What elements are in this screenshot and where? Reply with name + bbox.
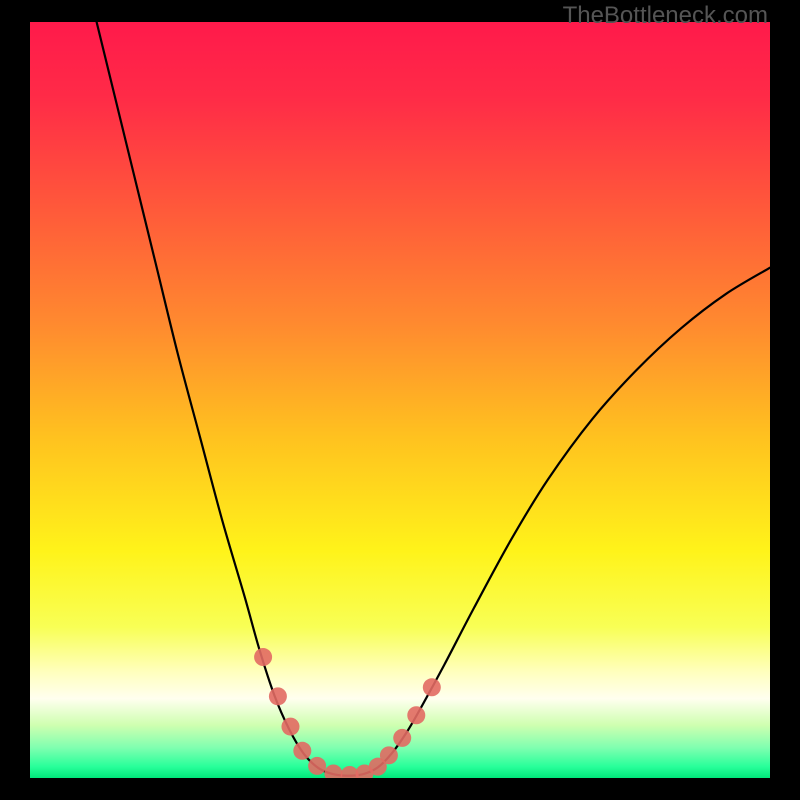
chart-svg [30, 22, 770, 778]
valley-marker-dot [254, 648, 272, 666]
gradient-background [30, 22, 770, 778]
valley-marker-dot [393, 729, 411, 747]
valley-marker-dot [281, 718, 299, 736]
valley-marker-dot [380, 746, 398, 764]
valley-marker-dot [423, 678, 441, 696]
valley-marker-dot [293, 742, 311, 760]
watermark-text: TheBottleneck.com [563, 2, 768, 30]
plot-area [30, 22, 770, 778]
chart-frame: TheBottleneck.com [0, 0, 800, 800]
valley-marker-dot [308, 757, 326, 775]
valley-marker-dot [407, 706, 425, 724]
valley-marker-dot [269, 687, 287, 705]
